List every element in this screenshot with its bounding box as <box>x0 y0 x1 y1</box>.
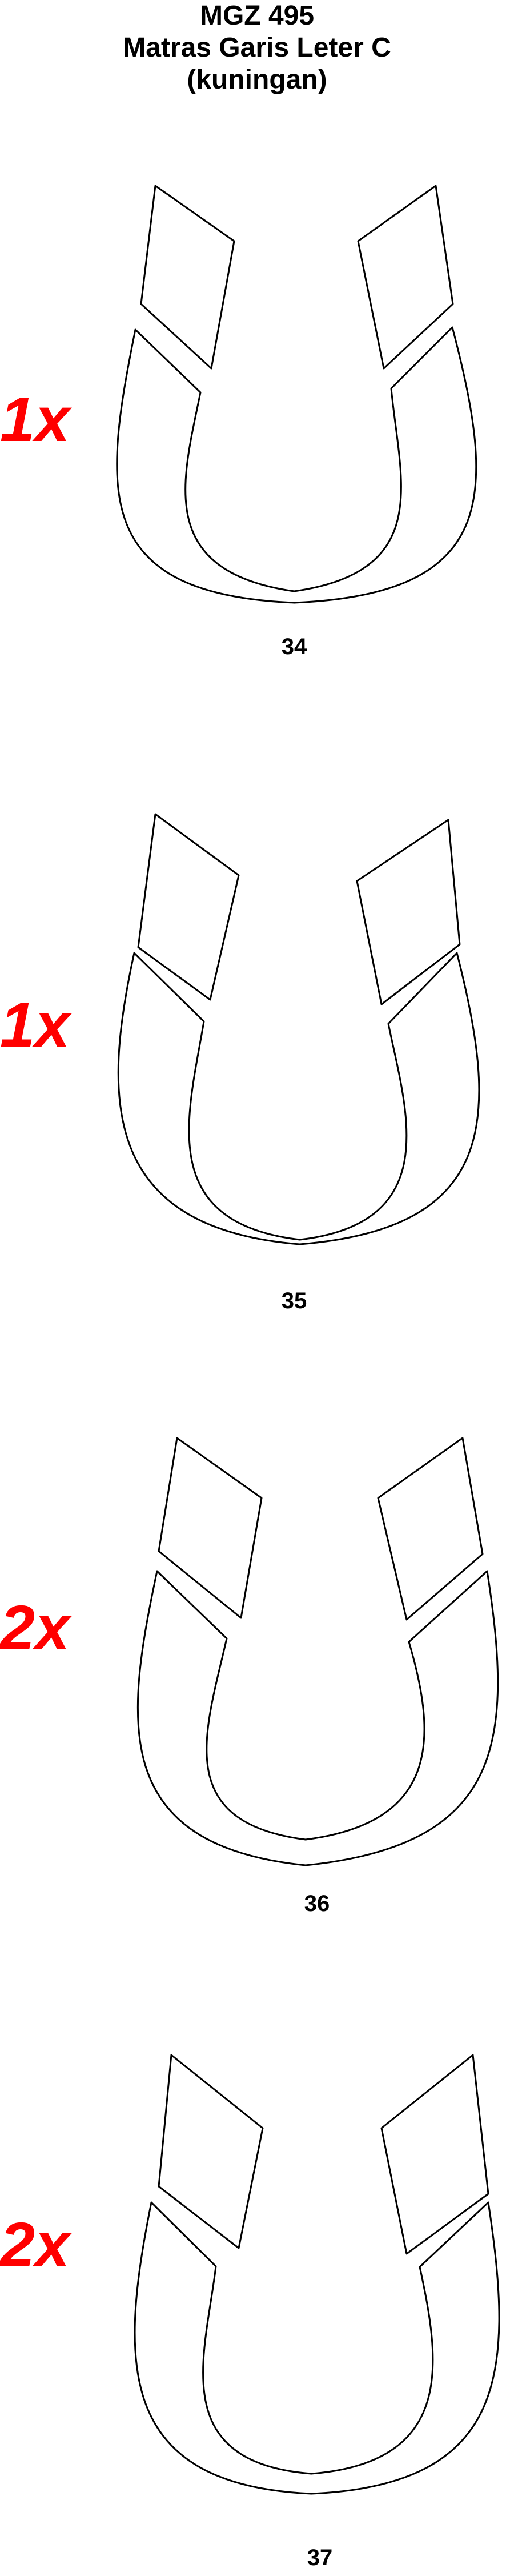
quantity-label: 2x <box>0 2210 70 2280</box>
letter-c-die-outline-35 <box>117 813 480 1245</box>
title-line-2: Matras Garis Leter C <box>123 33 391 63</box>
piece-panel-34: 1x 34 <box>0 0 514 659</box>
letter-c-die-outline-37 <box>134 2054 500 2495</box>
title-line-3: (kuningan) <box>187 65 327 95</box>
piece-panel-37: 2x 37 <box>0 1868 514 2570</box>
quantity-label: 1x <box>0 384 70 455</box>
quantity-label: 2x <box>0 1593 70 1663</box>
piece-number: 37 <box>307 2545 333 2570</box>
letter-c-die-outline-36 <box>136 1437 499 1866</box>
letter-c-die-outline-34 <box>116 185 477 604</box>
piece-panel-36: 2x 36 <box>0 1245 514 1916</box>
quantity-label: 1x <box>0 990 70 1060</box>
piece-number: 35 <box>281 1288 307 1313</box>
piece-number: 34 <box>281 634 307 659</box>
piece-panel-35: 1x 35 <box>0 623 514 1313</box>
title-line-1: MGZ 495 <box>199 1 315 31</box>
piece-number: 36 <box>304 1891 330 1916</box>
